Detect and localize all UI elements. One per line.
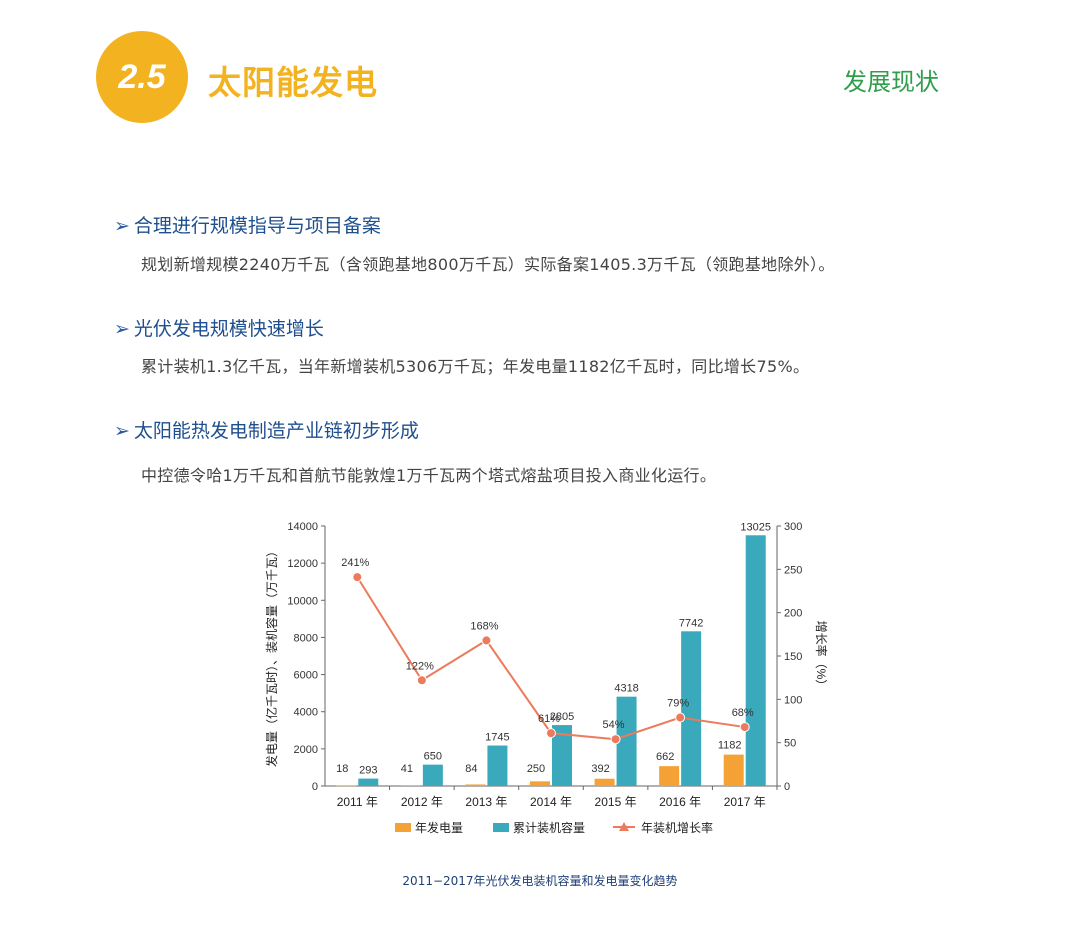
section-number: 2.5 <box>118 57 166 96</box>
point-growth-rate <box>610 734 621 745</box>
bar-generation <box>659 766 680 786</box>
bullet-heading-text: 太阳能热发电制造产业链初步形成 <box>133 420 419 442</box>
data-label-growth-rate: 68% <box>732 707 754 719</box>
data-label-generation: 1182 <box>718 740 742 752</box>
y-tick-label-right: 200 <box>784 608 802 620</box>
y-tick-label-left: 10000 <box>287 595 318 607</box>
bar-generation <box>336 785 357 787</box>
bullet-text-3: 中控德令哈1万千瓦和首航节能敦煌1万千瓦两个塔式熔盐项目投入商业化运行。 <box>141 466 717 485</box>
page-title: 太阳能发电 <box>208 63 378 102</box>
point-growth-rate <box>481 635 492 646</box>
bar-generation <box>465 784 486 786</box>
point-growth-rate <box>739 722 750 733</box>
x-tick-label: 2015 年 <box>595 795 637 809</box>
y-tick-label-left: 0 <box>312 781 318 793</box>
point-growth-rate <box>352 572 363 583</box>
bullet-heading-3: ➢ 太阳能热发电制造产业链初步形成 <box>114 416 419 443</box>
arrow-icon: ➢ <box>114 420 130 442</box>
data-label-generation: 84 <box>465 763 477 775</box>
bar-capacity <box>422 764 443 786</box>
bullet-text-2: 累计装机1.3亿千瓦，当年新增装机5306万千瓦；年发电量1182亿千瓦时，同比… <box>141 357 810 376</box>
arrow-icon: ➢ <box>114 215 130 237</box>
bar-capacity <box>745 535 766 786</box>
y-tick-label-left: 14000 <box>287 521 318 533</box>
y-tick-label-left: 12000 <box>287 558 318 570</box>
data-label-generation: 250 <box>527 763 545 775</box>
data-label-growth-rate: 61% <box>538 713 560 725</box>
data-label-capacity: 7742 <box>679 617 703 629</box>
arrow-icon: ➢ <box>114 318 130 340</box>
y-tick-label-left: 6000 <box>294 670 318 682</box>
data-label-generation: 662 <box>656 751 674 763</box>
y-tick-label-right: 300 <box>784 521 802 533</box>
data-label-generation: 41 <box>401 763 413 775</box>
bar-generation <box>530 781 550 786</box>
y-tick-label-left: 2000 <box>294 744 318 756</box>
bullet-heading-1: ➢ 合理进行规模指导与项目备案 <box>114 211 381 238</box>
legend-label: 年发电量 <box>415 820 463 835</box>
data-label-growth-rate: 79% <box>667 698 689 710</box>
bar-generation <box>400 785 421 786</box>
legend-swatch-capacity <box>493 823 509 832</box>
y-tick-label-left: 4000 <box>294 707 318 719</box>
data-label-capacity: 293 <box>359 765 377 777</box>
x-tick-label: 2016 年 <box>659 795 701 809</box>
bullet-heading-2: ➢ 光伏发电规模快速增长 <box>114 314 324 341</box>
data-label-capacity: 650 <box>424 751 442 763</box>
legend-label: 年装机增长率 <box>641 820 713 835</box>
data-label-generation: 392 <box>591 763 609 775</box>
bar-generation <box>723 754 744 786</box>
data-label-capacity: 2805 <box>550 711 574 723</box>
x-tick-label: 2014 年 <box>530 795 572 809</box>
bar-capacity <box>681 631 702 786</box>
data-label-capacity: 1745 <box>485 732 509 744</box>
bar-generation <box>594 778 615 786</box>
legend-swatch-generation <box>395 823 411 832</box>
bar-capacity <box>487 745 508 786</box>
data-label-growth-rate: 241% <box>341 557 369 569</box>
data-label-capacity: 4318 <box>614 683 638 695</box>
pv-chart: 0 2000 4000 6000 8000 10000 12000 14000 0 50 100 15… <box>264 521 829 835</box>
section-number-badge: 2.5 <box>96 31 188 123</box>
data-label-capacity: 13025 <box>740 521 771 533</box>
section-tag: 发展现状 <box>843 68 939 96</box>
y-tick-label-left: 8000 <box>294 632 318 644</box>
y-tick-label-right: 150 <box>784 651 802 663</box>
data-label-growth-rate: 168% <box>470 620 498 632</box>
point-growth-rate <box>675 712 686 723</box>
x-tick-label: 2011 年 <box>337 795 378 809</box>
x-tick-label: 2012 年 <box>401 795 443 809</box>
y-tick-label-right: 100 <box>784 694 802 706</box>
bar-capacity <box>358 778 379 786</box>
data-label-growth-rate: 54% <box>603 719 625 731</box>
bar-capacity <box>616 696 637 786</box>
legend-label: 累计装机容量 <box>513 820 585 835</box>
y-tick-label-right: 50 <box>784 738 796 750</box>
legend-marker-icon <box>619 822 629 831</box>
data-label-growth-rate: 122% <box>406 660 434 672</box>
point-growth-rate <box>546 728 556 739</box>
y-axis-title-left: 发电量（亿千瓦时）、装机容量（万千瓦） <box>264 545 279 767</box>
x-tick-label: 2013 年 <box>465 795 507 809</box>
y-axis-title-right: 增长率（%） <box>814 621 829 692</box>
chart-caption: 2011−2017年光伏发电装机容量和发电量变化趋势 <box>402 874 678 888</box>
bar-capacity <box>552 725 572 786</box>
bullet-heading-text: 合理进行规模指导与项目备案 <box>133 215 381 237</box>
x-tick-label: 2017 年 <box>724 795 766 809</box>
data-label-generation: 18 <box>336 763 348 775</box>
y-tick-label-right: 250 <box>784 564 802 576</box>
bullet-heading-text: 光伏发电规模快速增长 <box>133 318 324 340</box>
y-tick-label-right: 0 <box>784 781 790 793</box>
point-growth-rate <box>416 675 427 686</box>
bullet-text-1: 规划新增规模2240万千瓦（含领跑基地800万千瓦）实际备案1405.3万千瓦（… <box>141 255 835 274</box>
